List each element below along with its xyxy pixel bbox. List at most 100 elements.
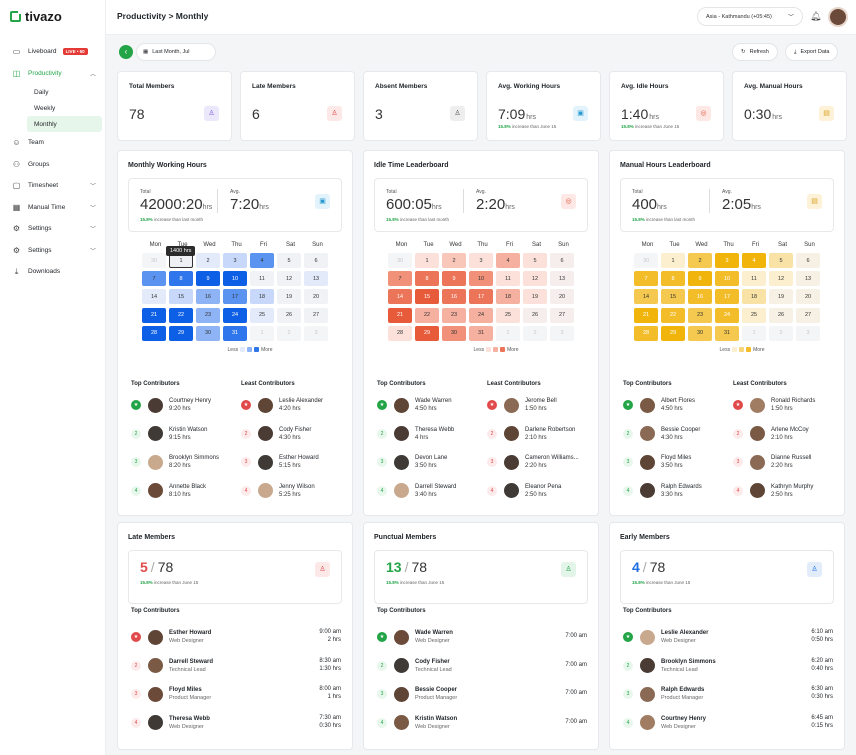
heatmap-cell[interactable]: 15 <box>415 289 439 305</box>
heatmap-cell[interactable]: 22 <box>169 307 193 323</box>
contributor-row[interactable]: 3 Brooklyn Simmons 8:20 hrs <box>131 452 219 472</box>
heatmap-cell[interactable]: 13 <box>304 271 328 287</box>
contributor-row[interactable]: 3 Floyd Miles 3:50 hrs <box>623 452 691 472</box>
heatmap-cell[interactable]: 26 <box>277 307 301 323</box>
heatmap-cell[interactable]: 23 <box>688 307 712 323</box>
heatmap-cell[interactable]: 11 <box>496 271 520 287</box>
contributor-row[interactable]: 4 Ralph Edwards 3:30 hrs <box>623 481 702 501</box>
heatmap-cell[interactable]: 2 <box>688 253 712 268</box>
contributor-row[interactable]: 4 Jenny Wilson 5:25 hrs <box>241 481 315 501</box>
heatmap-cell[interactable]: 19 <box>277 289 301 305</box>
heatmap-cell[interactable]: 10 <box>715 271 739 287</box>
heatmap-cell[interactable]: 19 <box>769 289 793 305</box>
heatmap-cell[interactable]: 26 <box>523 307 547 323</box>
heatmap-cell[interactable]: 13 <box>550 271 574 287</box>
member-row[interactable]: 2 Brooklyn Simmons Technical Lead 6:20 am 0:… <box>623 655 833 677</box>
heatmap-cell[interactable]: 27 <box>550 307 574 323</box>
contributor-row[interactable]: 2 Darlene Robertson 2:10 hrs <box>487 424 575 444</box>
heatmap-cell[interactable]: 9 <box>442 271 466 287</box>
heatmap-cell[interactable]: 6 <box>304 253 328 268</box>
heatmap-cell[interactable]: 13 <box>796 271 820 287</box>
heatmap-cell[interactable]: 31 <box>715 325 739 341</box>
heatmap-cell[interactable]: 12 <box>769 271 793 287</box>
heatmap-cell[interactable]: 11 <box>742 271 766 287</box>
heatmap-cell[interactable]: 12 <box>277 271 301 287</box>
sidebar-item-settings[interactable]: ⚙ Settings ﹀ <box>6 218 102 240</box>
heatmap-cell[interactable]: 17 <box>715 289 739 305</box>
sidebar-item-manual-time[interactable]: ▦ Manual Time ﹀ <box>6 197 102 219</box>
heatmap-cell[interactable]: 15 <box>169 289 193 305</box>
heatmap-cell[interactable]: 4 <box>496 253 520 268</box>
date-range-picker[interactable]: ▦ Last Month, Jul <box>136 43 216 61</box>
heatmap-cell[interactable]: 28 <box>634 325 658 341</box>
heatmap-cell[interactable]: 8 <box>169 271 193 287</box>
heatmap-cell[interactable]: 2 <box>523 325 547 341</box>
heatmap-cell[interactable]: 2 <box>196 253 220 268</box>
heatmap-cell[interactable]: 14 <box>634 289 658 305</box>
heatmap-cell[interactable]: 9 <box>196 271 220 287</box>
heatmap-cell[interactable]: 5 <box>523 253 547 268</box>
contributor-row[interactable]: 3 Cameron Williams... 2:20 hrs <box>487 452 579 472</box>
heatmap-cell[interactable]: 12 <box>523 271 547 287</box>
heatmap-cell[interactable]: 7 <box>142 271 166 287</box>
heatmap-cell[interactable]: 4 <box>250 253 274 268</box>
heatmap-cell[interactable]: 29 <box>169 325 193 341</box>
sidebar-item-timesheet[interactable]: ▢ Timesheet ﹀ <box>6 175 102 197</box>
heatmap-cell[interactable]: 3 <box>223 253 247 268</box>
heatmap-cell[interactable]: 30 <box>388 253 412 268</box>
heatmap-cell[interactable]: 1 <box>250 325 274 341</box>
heatmap-cell[interactable]: 8 <box>661 271 685 287</box>
contributor-row[interactable]: 2 Theresa Webb 4 hrs <box>377 424 454 444</box>
heatmap-cell[interactable]: 3 <box>550 325 574 341</box>
heatmap-cell[interactable]: 23 <box>196 307 220 323</box>
sidebar-item-liveboard[interactable]: ▭ Liveboard LIVE • 50 <box>6 41 102 63</box>
heatmap-cell[interactable]: 4 <box>742 253 766 268</box>
heatmap-cell[interactable]: 30 <box>196 325 220 341</box>
heatmap-cell[interactable]: 3 <box>469 253 493 268</box>
timezone-select[interactable]: Asia - Kathmandu (+05:45) ﹀ <box>697 7 803 26</box>
heatmap-cell[interactable]: 29 <box>661 325 685 341</box>
contributor-row[interactable]: 2 Kristin Watson 9:15 hrs <box>131 424 207 444</box>
heatmap-cell[interactable]: 22 <box>661 307 685 323</box>
heatmap-cell[interactable]: 24 <box>223 307 247 323</box>
member-row[interactable]: 3 Floyd Miles Product Manager 8:00 am 1 hrs <box>131 683 341 705</box>
contributor-row[interactable]: ★ Leslie Alexander 4:20 hrs <box>241 395 323 415</box>
heatmap-cell[interactable]: 25 <box>742 307 766 323</box>
member-row[interactable]: ★ Wade Warren Web Designer 7:00 am <box>377 626 587 648</box>
member-row[interactable]: 4 Courtney Henry Web Designer 6:45 am 0:15 h… <box>623 712 833 734</box>
heatmap-cell[interactable]: 15 <box>661 289 685 305</box>
heatmap-cell[interactable]: 5 <box>769 253 793 268</box>
sidebar-item-groups[interactable]: ⚇ Groups <box>6 154 102 176</box>
heatmap-cell[interactable]: 9 <box>688 271 712 287</box>
heatmap-cell[interactable]: 31 <box>223 325 247 341</box>
heatmap-cell[interactable]: 6 <box>550 253 574 268</box>
heatmap-cell[interactable]: 22 <box>415 307 439 323</box>
bell-icon[interactable]: 🔔︎ <box>810 11 822 21</box>
heatmap-cell[interactable]: 3 <box>304 325 328 341</box>
heatmap-cell[interactable]: 17 <box>469 289 493 305</box>
contributor-row[interactable]: 2 Arlene McCoy 2:10 hrs <box>733 424 809 444</box>
heatmap-cell[interactable]: 31 <box>469 325 493 341</box>
heatmap-cell[interactable]: 7 <box>388 271 412 287</box>
heatmap-cell[interactable]: 16 <box>442 289 466 305</box>
heatmap-cell[interactable]: 21 <box>634 307 658 323</box>
heatmap-cell[interactable]: 20 <box>550 289 574 305</box>
heatmap-cell[interactable]: 18 <box>250 289 274 305</box>
heatmap-cell[interactable]: 21 <box>142 307 166 323</box>
heatmap-cell[interactable]: 26 <box>769 307 793 323</box>
contributor-row[interactable]: 3 Esther Howard 5:15 hrs <box>241 452 319 472</box>
sidebar-sub-daily[interactable]: Daily <box>34 88 49 96</box>
sidebar-item-settings-2[interactable]: ⚙ Settings ﹀ <box>6 240 102 262</box>
contributor-row[interactable]: 4 Kathryn Murphy 2:50 hrs <box>733 481 813 501</box>
heatmap-cell[interactable]: 16 <box>196 289 220 305</box>
member-row[interactable]: 4 Kristin Watson Web Designer 7:00 am <box>377 712 587 734</box>
logo[interactable]: tivazo <box>10 9 62 24</box>
heatmap-cell[interactable]: 10 <box>469 271 493 287</box>
member-row[interactable]: 3 Ralph Edwards Product Manager 6:30 am 0:30… <box>623 683 833 705</box>
heatmap-cell[interactable]: 18 <box>742 289 766 305</box>
contributor-row[interactable]: ★ Albert Flores 4:50 hrs <box>623 395 695 415</box>
heatmap-cell[interactable]: 1 <box>661 253 685 268</box>
heatmap-cell[interactable]: 30 <box>688 325 712 341</box>
heatmap-cell[interactable]: 30 <box>142 253 166 268</box>
member-row[interactable]: 3 Bessie Cooper Product Manager 7:00 am <box>377 683 587 705</box>
